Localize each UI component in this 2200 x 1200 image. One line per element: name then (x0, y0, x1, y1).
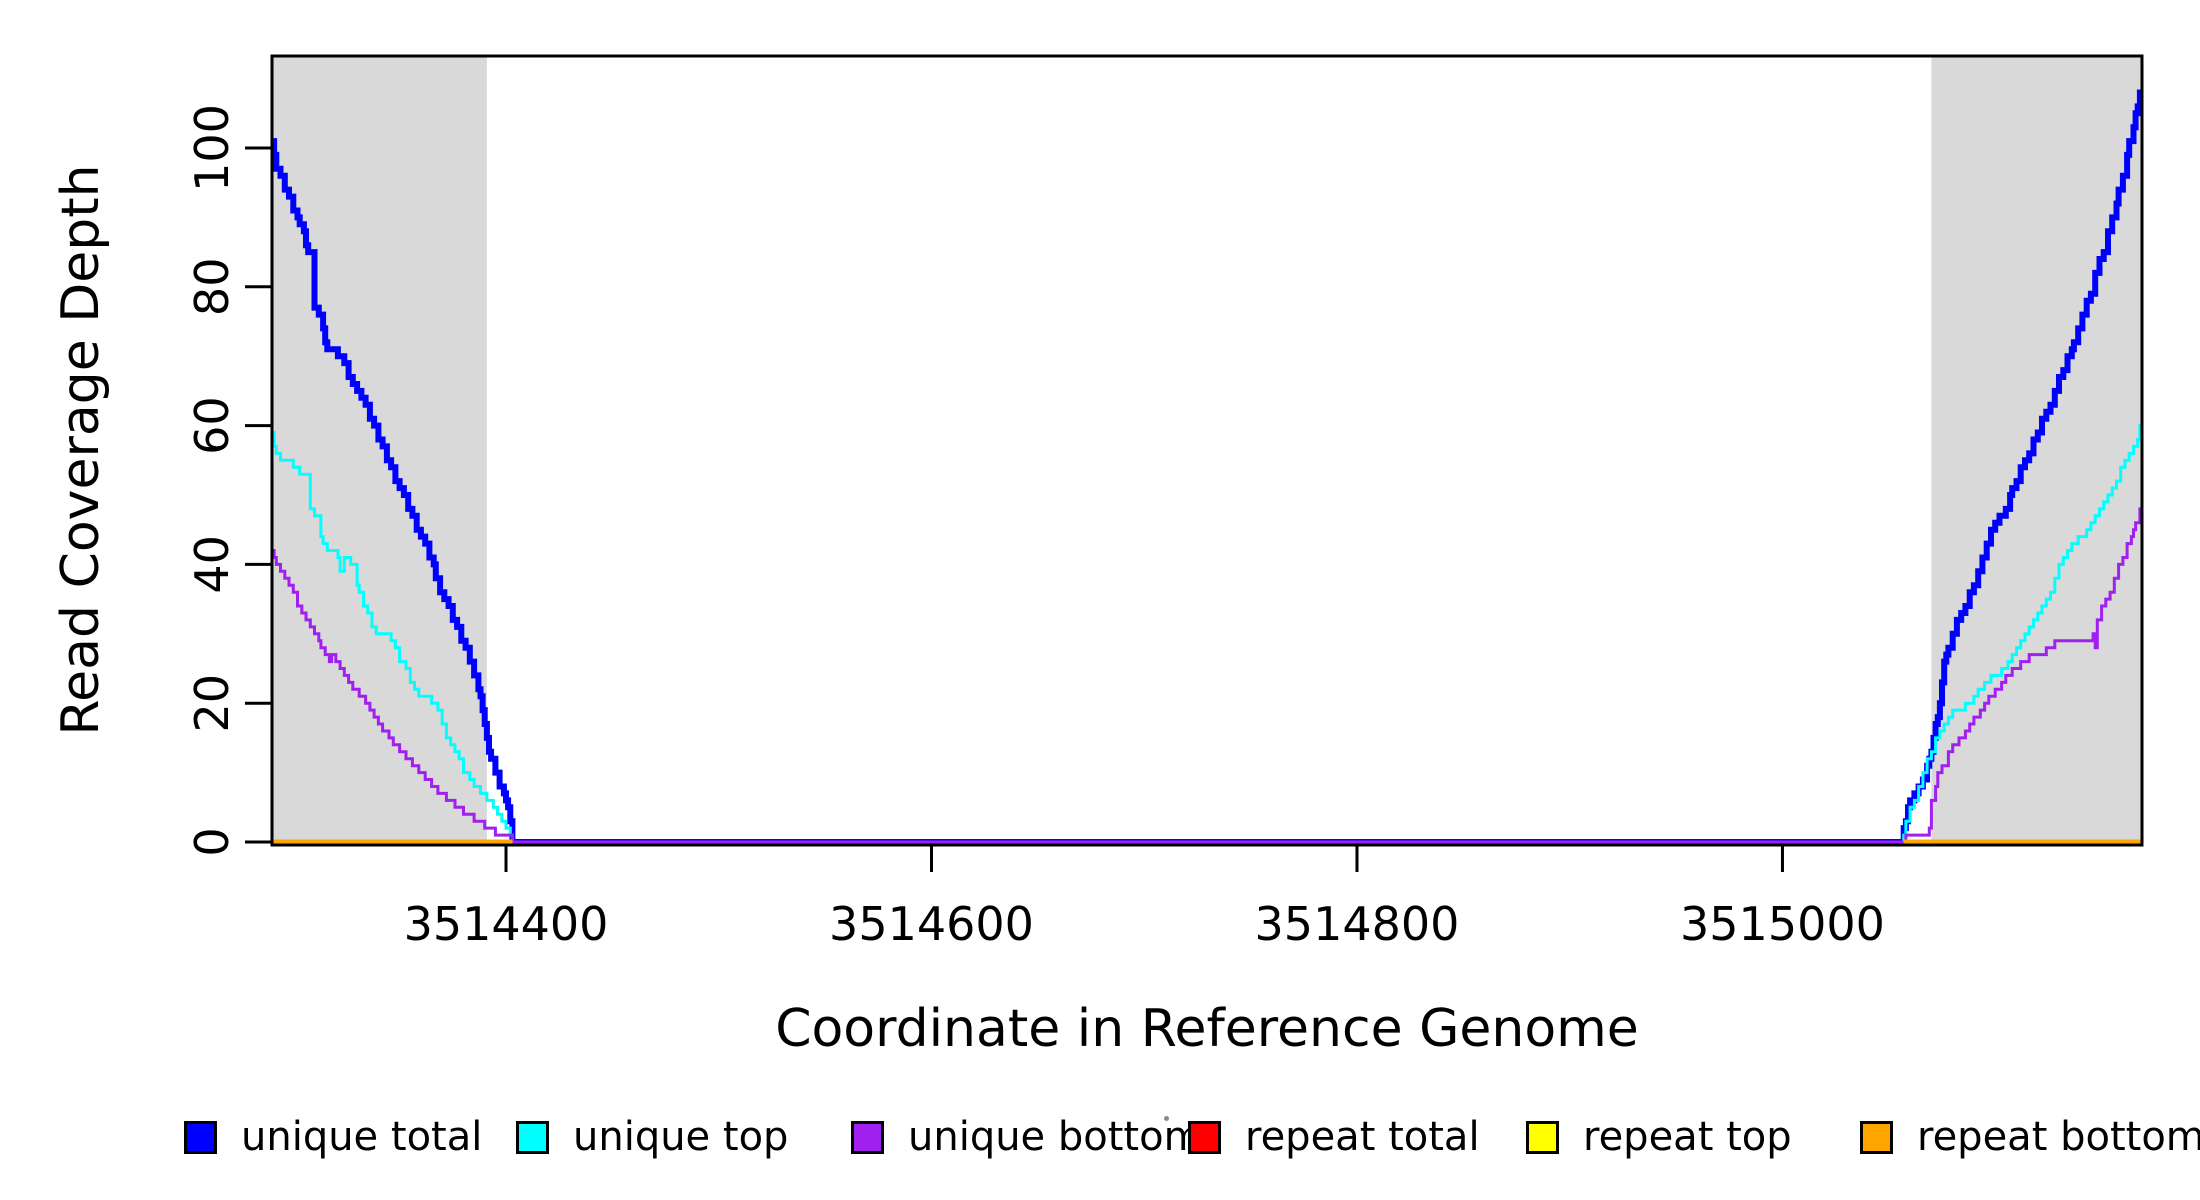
legend-label: unique total (241, 1114, 483, 1160)
y-tick-label: 40 (185, 535, 239, 594)
series-lines (271, 89, 2143, 845)
y-tick-label: 100 (185, 104, 239, 192)
legend-stray-dot (1164, 1116, 1169, 1121)
plot-frame-and-ticks (245, 54, 2144, 872)
repeat-region-shading (272, 56, 2142, 845)
legend-item-repeat-bottom: repeat bottom (1860, 1114, 2200, 1160)
legend-item-unique-bottom: unique bottom (851, 1114, 1203, 1160)
y-tick-label: 60 (185, 396, 239, 455)
legend-label: repeat top (1583, 1114, 1792, 1160)
legend-swatch-icon (1860, 1120, 1893, 1154)
legend-item-repeat-top: repeat top (1526, 1114, 1792, 1160)
legend-item-repeat-total: repeat total (1188, 1114, 1480, 1160)
coverage-chart: 3514400 3514600 3514800 3515000 0 20 40 60 80 100… (51, 54, 2144, 1059)
legend-swatch-icon (1188, 1120, 1221, 1154)
y-tick-label: 20 (185, 674, 239, 733)
x-tick-label: 3514400 (404, 897, 609, 951)
series-line-unique-top (272, 424, 2142, 844)
series-line-unique-bottom (272, 507, 2142, 844)
repeat-region-band (272, 56, 487, 845)
x-axis-title: Coordinate in Reference Genome (775, 999, 1639, 1059)
x-tick-label: 3514600 (829, 897, 1034, 951)
legend-item-unique-total: unique total (184, 1114, 482, 1160)
legend-swatch-icon (184, 1120, 217, 1154)
plot-frame (270, 54, 2144, 847)
legend: unique total unique top unique bottom repea… (0, 1108, 2200, 1168)
legend-item-unique-top: unique top (516, 1114, 788, 1160)
series-line-unique-total (271, 89, 2143, 845)
legend-swatch-icon (851, 1120, 884, 1154)
legend-label: unique top (573, 1114, 789, 1160)
tick-labels: 3514400 3514600 3514800 3515000 0 20 40 60 80 100 (185, 104, 1885, 951)
x-tick-label: 3514800 (1255, 897, 1460, 951)
y-tick-label: 0 (185, 827, 239, 856)
y-axis-title: Read Coverage Depth (51, 164, 111, 735)
legend-label: repeat total (1245, 1114, 1480, 1160)
legend-swatch-icon (516, 1120, 549, 1154)
y-tick-label: 80 (185, 258, 239, 317)
repeat-region-band (1931, 56, 2142, 845)
x-tick-label: 3515000 (1680, 897, 1885, 951)
legend-label: repeat bottom (1917, 1114, 2200, 1160)
legend-label: unique bottom (908, 1114, 1203, 1160)
legend-swatch-icon (1526, 1120, 1559, 1154)
